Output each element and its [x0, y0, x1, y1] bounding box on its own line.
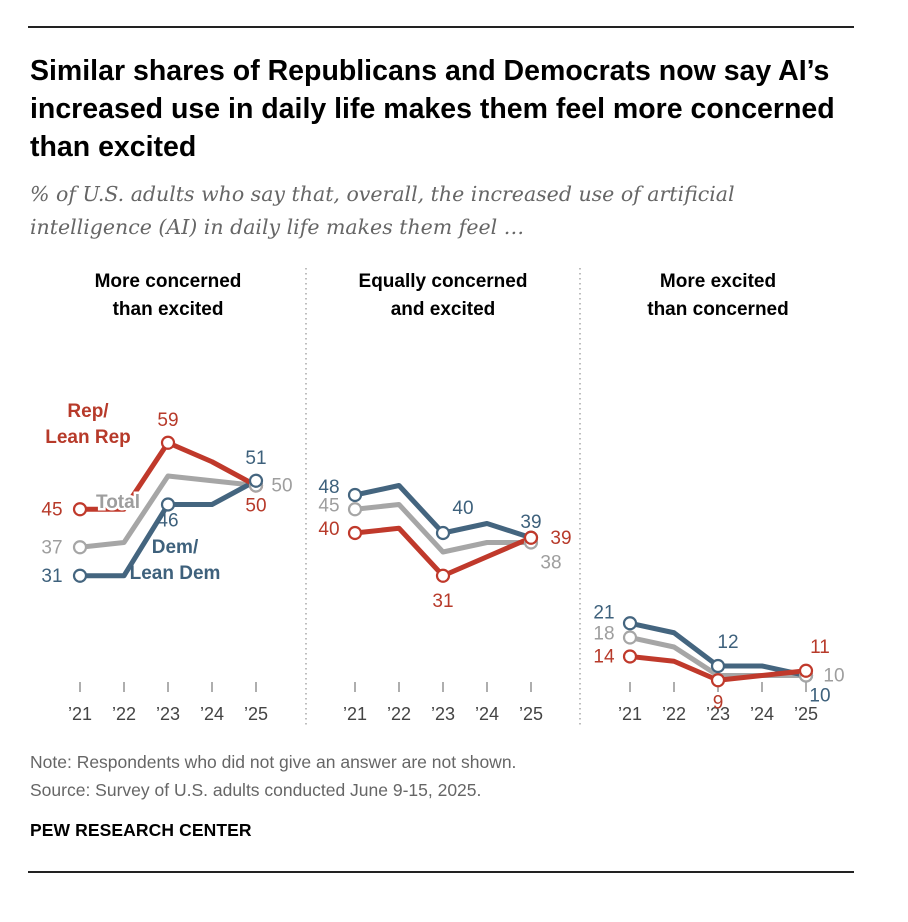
data-point-total [72, 540, 88, 555]
data-label-rep: 14 [593, 647, 615, 668]
data-label-rep: 40 [318, 519, 339, 540]
panel-title: Equally concerned [359, 271, 528, 292]
bottom-rule [28, 871, 854, 873]
data-point-dem [347, 487, 363, 503]
data-label-total: 38 [540, 553, 561, 574]
x-tick-label: ’25 [794, 704, 818, 724]
panel-title: and excited [391, 299, 496, 320]
x-tick-label: ’23 [156, 704, 180, 724]
x-tick-label: ’22 [662, 704, 686, 724]
data-point-total [347, 502, 363, 517]
data-label-rep: 11 [810, 637, 830, 658]
data-point-rep [347, 525, 363, 541]
x-tick-label: ’21 [343, 704, 367, 724]
series-name-label-rep: Rep/ [67, 401, 109, 422]
data-point-rep [160, 435, 176, 450]
series-name-label-dem: Lean Dem [130, 563, 221, 584]
data-label-total: 45 [318, 495, 339, 516]
x-tick-label: ’24 [475, 704, 499, 724]
data-label-rep: 59 [157, 410, 178, 431]
data-point-dem [710, 658, 726, 674]
chart-subtitle: % of U.S. adults who say that, overall, … [30, 182, 735, 239]
top-rule [28, 26, 854, 28]
data-point-rep [523, 530, 539, 545]
data-label-total: 10 [823, 666, 844, 687]
data-point-rep [710, 673, 726, 688]
data-label-rep: 9 [713, 692, 724, 713]
data-label-total: 18 [593, 624, 614, 645]
data-point-dem [435, 525, 451, 541]
x-tick-label: ’25 [519, 704, 543, 724]
data-point-rep [72, 502, 88, 517]
x-tick-label: ’23 [706, 704, 730, 724]
data-label-rep: 39 [550, 528, 571, 549]
panel-title: than concerned [647, 299, 788, 320]
data-label-dem: 39 [520, 512, 541, 533]
brand-logo-text: PEW RESEARCH CENTER [30, 820, 252, 840]
data-label-dem: 48 [318, 477, 339, 498]
panel-title: More concerned [95, 271, 242, 292]
data-label-dem: 40 [452, 498, 473, 519]
x-tick-label: ’21 [618, 704, 642, 724]
series-name-label-total: Total [96, 492, 140, 513]
data-label-dem: 21 [593, 602, 614, 623]
series-name-label-rep: Lean Rep [45, 427, 131, 448]
x-tick-label: ’23 [431, 704, 455, 724]
source-text: Source: Survey of U.S. adults conducted … [30, 780, 482, 800]
data-point-dem [622, 616, 638, 631]
x-tick-label: ’22 [387, 704, 411, 724]
data-point-rep [798, 663, 814, 678]
data-point-rep [622, 649, 638, 664]
panel-title: More excited [660, 271, 776, 292]
data-point-dem [248, 473, 264, 488]
data-label-rep: 45 [41, 499, 62, 520]
x-tick-label: ’25 [244, 704, 268, 724]
chart-area: More concerned than excited ’21 ’22 ’23 ’24 ’2… [41, 268, 845, 725]
x-tick-label: ’24 [750, 704, 774, 724]
data-label-dem: 12 [717, 632, 738, 653]
data-label-rep: 50 [245, 496, 266, 517]
x-tick-label: ’21 [68, 704, 92, 724]
data-label-rep: 31 [432, 591, 453, 612]
panel-title: than excited [113, 299, 224, 320]
chart-title: Similar shares of Republicans and Democr… [30, 55, 835, 163]
series-line-total [354, 502, 531, 555]
data-label-dem: 31 [41, 566, 62, 587]
data-label-dem: 51 [245, 448, 266, 469]
data-label-total: 50 [271, 476, 292, 497]
data-label-total: 37 [41, 537, 62, 558]
data-point-rep [435, 568, 451, 583]
note-text: Note: Respondents who did not give an an… [30, 752, 517, 772]
data-point-dem [72, 568, 88, 583]
series-line-total [79, 473, 257, 550]
data-point-total [622, 630, 638, 645]
data-point-dem [160, 497, 176, 512]
data-label-dem: 46 [157, 511, 178, 532]
x-tick-label: ’24 [200, 704, 224, 724]
data-label-dem: 10 [809, 686, 830, 707]
x-tick-label: ’22 [112, 704, 136, 724]
series-name-label-dem: Dem/ [152, 537, 199, 558]
